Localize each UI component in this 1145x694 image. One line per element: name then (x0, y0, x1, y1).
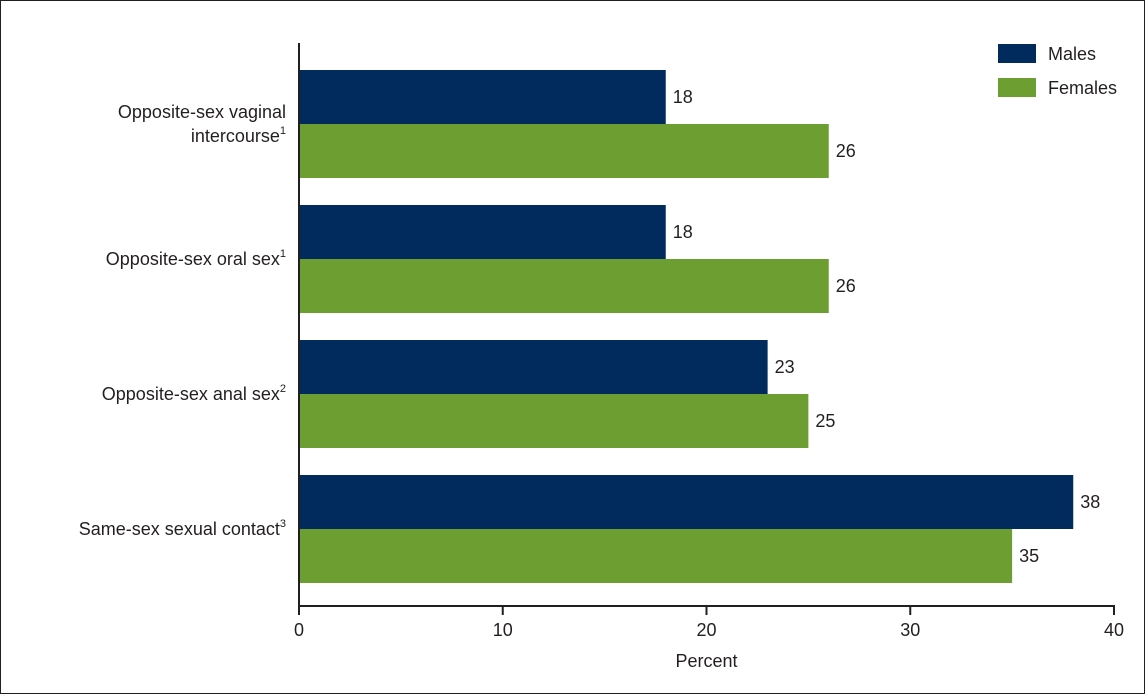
value-label-females-0: 26 (836, 141, 856, 161)
legend-swatch-females (998, 78, 1036, 97)
category-label-0-line-0: Opposite-sex vaginal (118, 102, 286, 122)
footnote-marker: 1 (280, 248, 286, 260)
x-tick-label-20: 20 (696, 620, 716, 640)
value-label-males-2: 23 (775, 357, 795, 377)
bar-females-0 (299, 124, 829, 178)
legend-label-males: Males (1048, 44, 1096, 64)
bar-females-1 (299, 259, 829, 313)
x-tick-label-0: 0 (294, 620, 304, 640)
legend-label-females: Females (1048, 78, 1117, 98)
bar-females-3 (299, 529, 1013, 583)
footnote-marker: 3 (280, 518, 286, 530)
bar-males-3 (299, 475, 1074, 529)
category-label-text: intercourse (191, 126, 280, 146)
value-label-females-2: 25 (815, 411, 835, 431)
bar-males-2 (299, 340, 768, 394)
category-label-text: Opposite-sex vaginal (118, 102, 286, 122)
x-tick-label-30: 30 (900, 620, 920, 640)
category-label-3-line-0: Same-sex sexual contact3 (79, 518, 286, 539)
x-axis-title: Percent (675, 651, 737, 671)
value-label-males-3: 38 (1080, 492, 1100, 512)
footnote-marker: 2 (280, 383, 286, 395)
category-label-1-line-0: Opposite-sex oral sex1 (106, 248, 286, 269)
category-label-text: Opposite-sex anal sex (102, 384, 280, 404)
x-tick-label-10: 10 (493, 620, 513, 640)
bar-males-0 (299, 70, 666, 124)
category-label-text: Same-sex sexual contact (79, 519, 280, 539)
legend-swatch-males (998, 44, 1036, 63)
x-tick-label-40: 40 (1104, 620, 1124, 640)
value-label-males-0: 18 (673, 87, 693, 107)
bar-females-2 (299, 394, 809, 448)
category-label-0-line-1: intercourse1 (191, 125, 286, 146)
category-label-text: Opposite-sex oral sex (106, 249, 280, 269)
footnote-marker: 1 (280, 125, 286, 137)
value-label-females-3: 35 (1019, 546, 1039, 566)
value-label-males-1: 18 (673, 222, 693, 242)
category-label-2-line-0: Opposite-sex anal sex2 (102, 383, 286, 404)
value-label-females-1: 26 (836, 276, 856, 296)
bar-males-1 (299, 205, 666, 259)
